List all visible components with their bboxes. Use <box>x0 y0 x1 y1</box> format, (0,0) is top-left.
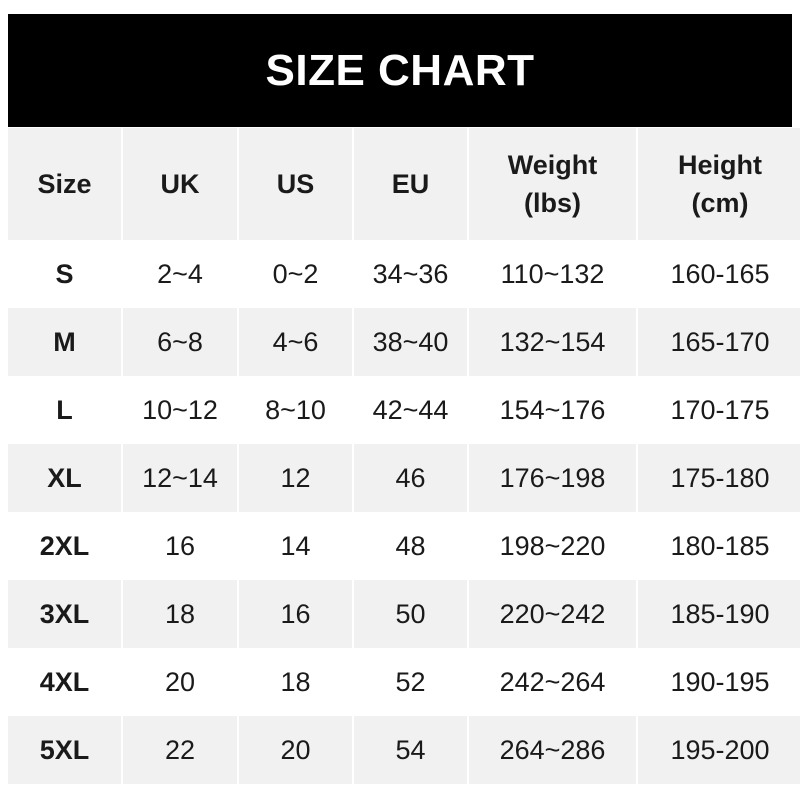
value-cell: 2~4 <box>157 258 203 289</box>
value-cell: 8~10 <box>265 394 326 425</box>
value-cell: 52 <box>395 666 426 697</box>
value-cell: 46 <box>354 444 467 512</box>
column-header: Size <box>8 128 121 240</box>
value-cell: 110~132 <box>500 258 605 289</box>
column-header: Weight (lbs) <box>469 128 636 240</box>
column-header: EU <box>354 128 467 240</box>
value-cell: 42~44 <box>372 394 449 425</box>
table-row: L 10~12 8~10 42~44 154~176 170-175 <box>8 376 800 444</box>
value-cell: 14 <box>280 530 311 561</box>
column-header: US <box>239 128 352 240</box>
value-cell: 12~14 <box>123 444 237 512</box>
chart-title: SIZE CHART <box>8 14 792 127</box>
value-cell: 12 <box>239 444 352 512</box>
column-header: UK <box>123 128 237 240</box>
value-cell: 190-195 <box>670 666 770 697</box>
value-cell: 20 <box>239 716 352 784</box>
value-cell: 185-190 <box>638 580 800 648</box>
header-row: Size UK US EU Weight (lbs) Height (cm) <box>8 128 800 240</box>
value-cell: 18 <box>123 580 237 648</box>
table-row: 3XL 18 16 50 220~242 185-190 <box>8 580 800 648</box>
table-row: 4XL 20 18 52 242~264 190-195 <box>8 648 800 716</box>
size-cell: 5XL <box>8 716 121 784</box>
value-cell: 165-170 <box>638 308 800 376</box>
value-cell: 176~198 <box>469 444 636 512</box>
value-cell: 50 <box>354 580 467 648</box>
value-cell: 195-200 <box>638 716 800 784</box>
size-cell: XL <box>8 444 121 512</box>
value-cell: 20 <box>164 666 196 697</box>
value-cell: 18 <box>280 666 311 697</box>
value-cell: 264~286 <box>469 716 636 784</box>
value-cell: 242~264 <box>499 666 606 697</box>
value-cell: 22 <box>123 716 237 784</box>
value-cell: 0~2 <box>272 258 319 289</box>
value-cell: 34~36 <box>372 258 449 289</box>
size-cell: S <box>55 258 74 289</box>
size-cell: 4XL <box>39 666 90 697</box>
value-cell: 132~154 <box>469 308 636 376</box>
size-table: Size UK US EU Weight (lbs) Height (cm) S 2~4 0~… <box>6 128 800 784</box>
value-cell: 154~176 <box>499 394 606 425</box>
value-cell: 175-180 <box>638 444 800 512</box>
value-cell: 220~242 <box>469 580 636 648</box>
value-cell: 198~220 <box>499 530 606 561</box>
column-header: Height (cm) <box>638 128 800 240</box>
value-cell: 4~6 <box>239 308 352 376</box>
value-cell: 48 <box>395 530 426 561</box>
value-cell: 6~8 <box>123 308 237 376</box>
table-row: 5XL 22 20 54 264~286 195-200 <box>8 716 800 784</box>
value-cell: 160-165 <box>670 258 770 289</box>
value-cell: 16 <box>239 580 352 648</box>
table-row: M 6~8 4~6 38~40 132~154 165-170 <box>8 308 800 376</box>
table-row: S 2~4 0~2 34~36 110~132 160-165 <box>8 240 800 308</box>
size-cell: M <box>8 308 121 376</box>
table-row: 2XL 16 14 48 198~220 180-185 <box>8 512 800 580</box>
value-cell: 16 <box>164 530 196 561</box>
value-cell: 38~40 <box>354 308 467 376</box>
table-row: XL 12~14 12 46 176~198 175-180 <box>8 444 800 512</box>
value-cell: 54 <box>354 716 467 784</box>
value-cell: 170-175 <box>670 394 770 425</box>
size-cell: L <box>56 394 73 425</box>
size-cell: 2XL <box>39 530 90 561</box>
value-cell: 180-185 <box>670 530 770 561</box>
size-cell: 3XL <box>8 580 121 648</box>
value-cell: 10~12 <box>142 394 218 425</box>
